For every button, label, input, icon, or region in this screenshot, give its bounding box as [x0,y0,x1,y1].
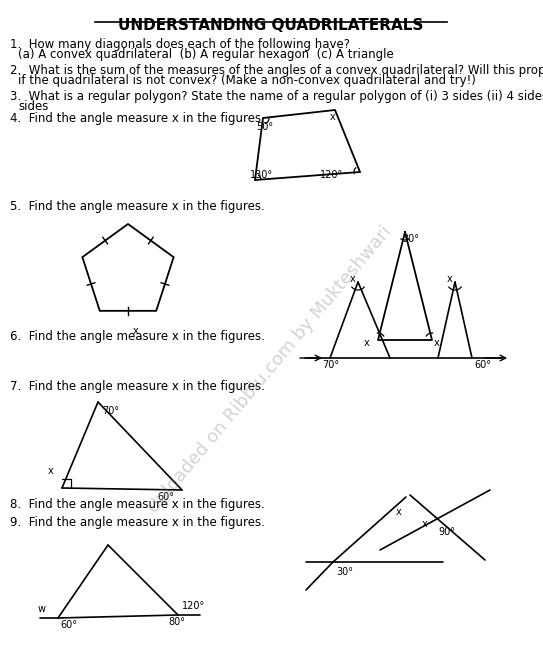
Text: x: x [350,274,356,284]
Text: x: x [422,519,428,529]
Text: 3.  What is a regular polygon? State the name of a regular polygon of (i) 3 side: 3. What is a regular polygon? State the … [10,90,543,103]
Text: 9.  Find the angle measure x in the figures.: 9. Find the angle measure x in the figur… [10,516,265,529]
Text: 1.  How many diagonals does each of the following have?: 1. How many diagonals does each of the f… [10,38,350,51]
Text: 50°: 50° [256,122,273,132]
Text: 4.  Find the angle measure x in the figures.: 4. Find the angle measure x in the figur… [10,112,265,125]
Text: w: w [38,604,46,614]
Text: 70°: 70° [322,360,339,370]
Text: 7.  Find the angle measure x in the figures.: 7. Find the angle measure x in the figur… [10,380,265,393]
Text: 30°: 30° [402,234,419,244]
Text: 60°: 60° [157,492,174,502]
Text: 60°: 60° [60,620,77,630]
Text: sides: sides [18,100,48,113]
Text: 90°: 90° [438,527,455,537]
Text: 70°: 70° [102,406,119,416]
Text: x: x [330,112,336,122]
Text: 30°: 30° [336,567,353,577]
Text: x: x [396,507,402,517]
Text: 120°: 120° [320,170,343,180]
Text: 8.  Find the angle measure x in the figures.: 8. Find the angle measure x in the figur… [10,498,265,511]
Text: if the quadrilateral is not convex? (Make a non-convex quadrilateral and try!): if the quadrilateral is not convex? (Mak… [18,74,476,87]
Text: x: x [48,466,54,476]
Text: 120°: 120° [182,601,205,611]
Text: Uploaded on Ribblu.com by Mukteshwari: Uploaded on Ribblu.com by Mukteshwari [144,223,395,517]
Text: UNDERSTANDING QUADRILATERALS: UNDERSTANDING QUADRILATERALS [118,18,424,33]
Text: 60°: 60° [474,360,491,370]
Text: 130°: 130° [250,170,273,180]
Text: 80°: 80° [168,617,185,627]
Text: x: x [364,338,370,348]
Text: x: x [133,326,139,336]
Text: (a) A convex quadrilateral  (b) A regular hexagon  (c) A triangle: (a) A convex quadrilateral (b) A regular… [18,48,394,61]
Text: x: x [447,274,453,284]
Text: x: x [434,338,440,348]
Text: 2.  What is the sum of the measures of the angles of a convex quadrilateral? Wil: 2. What is the sum of the measures of th… [10,64,543,77]
Text: 5.  Find the angle measure x in the figures.: 5. Find the angle measure x in the figur… [10,200,265,213]
Text: 6.  Find the angle measure x in the figures.: 6. Find the angle measure x in the figur… [10,330,265,343]
